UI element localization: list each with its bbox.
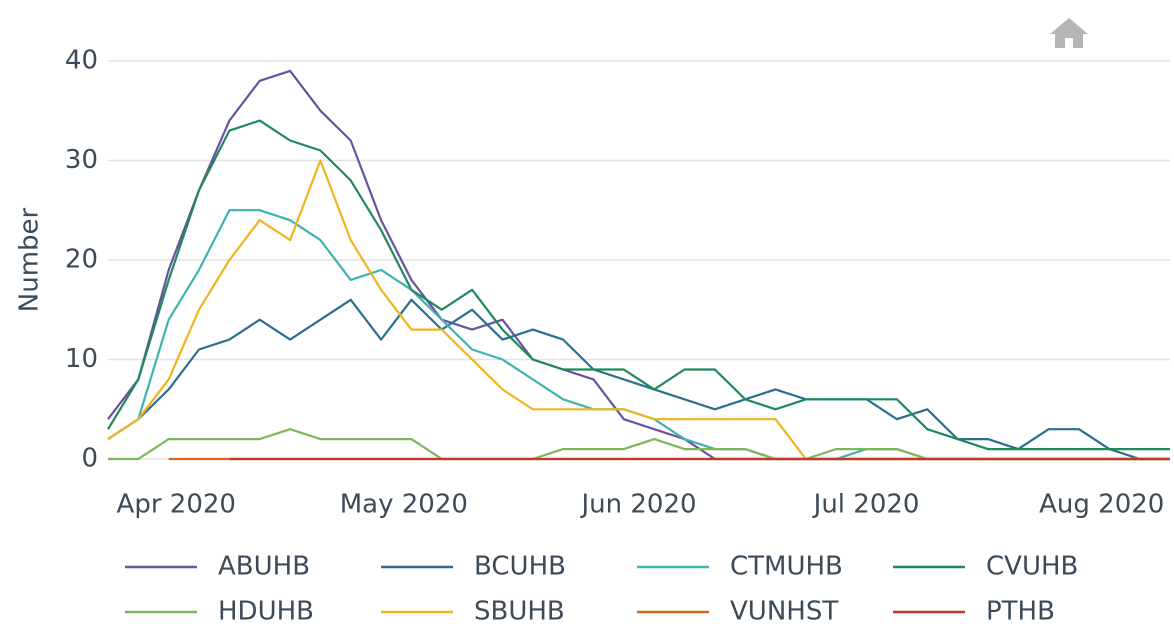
legend-label: HDUHB [218, 597, 314, 627]
series-line [108, 428, 1170, 461]
legend-item[interactable]: HDUHB [125, 597, 314, 627]
y-tick-label: 20 [65, 244, 98, 274]
legend-label: VUNHST [730, 597, 838, 627]
series-line [107, 119, 1170, 451]
x-tick-label: Jun 2020 [579, 490, 696, 520]
x-tick-label: Jul 2020 [812, 490, 920, 520]
legend-label: ABUHB [218, 552, 310, 582]
legend-label: CTMUHB [730, 552, 843, 582]
x-tick-label: Apr 2020 [117, 490, 236, 520]
y-tick-label: 30 [65, 145, 98, 175]
legend-item[interactable]: ABUHB [125, 552, 310, 582]
legend-item[interactable]: VUNHST [637, 597, 838, 627]
series-line [107, 209, 1170, 461]
y-tick-label: 40 [65, 45, 98, 75]
home-icon[interactable] [1050, 18, 1088, 48]
x-tick-label: May 2020 [340, 490, 468, 520]
legend-label: BCUHB [474, 552, 566, 582]
legend-item[interactable]: PTHB [893, 597, 1055, 627]
series-line [107, 69, 1170, 461]
legend-label: SBUHB [474, 597, 565, 627]
legend-item[interactable]: SBUHB [381, 597, 565, 627]
legend-label: PTHB [986, 597, 1055, 627]
series-line [107, 298, 1170, 461]
y-axis-label: Number [15, 207, 45, 312]
legend-item[interactable]: CVUHB [893, 552, 1078, 582]
y-tick-label: 0 [81, 444, 98, 474]
legend-label: CVUHB [986, 552, 1078, 582]
y-tick-label: 10 [65, 344, 98, 374]
series-line [107, 159, 1170, 461]
legend-item[interactable]: CTMUHB [637, 552, 843, 582]
legend-item[interactable]: BCUHB [381, 552, 566, 582]
x-tick-label: Aug 2020 [1039, 490, 1164, 520]
